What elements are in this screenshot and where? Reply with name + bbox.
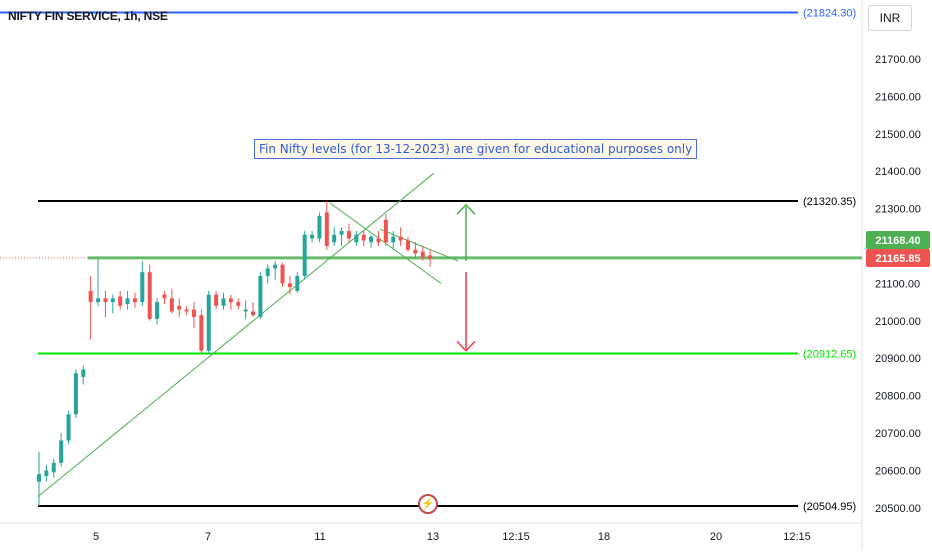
chart-annotation[interactable]: Fin Nifty levels (for 13-12-2023) are gi… xyxy=(254,139,698,159)
candle-body xyxy=(406,240,410,250)
candle-body xyxy=(324,212,329,246)
channel-lower-line xyxy=(379,228,459,262)
up-arrow-head xyxy=(456,203,476,215)
candle-body xyxy=(317,216,322,239)
candle-body xyxy=(251,311,256,316)
candle-body xyxy=(118,296,123,306)
candle-body xyxy=(184,309,189,312)
candle-body xyxy=(295,275,300,291)
y-tick-label: 20500.00 xyxy=(875,503,921,515)
candle-body xyxy=(51,462,56,473)
candle-body xyxy=(236,302,241,306)
candle-body xyxy=(214,294,219,306)
x-tick-label: 13 xyxy=(427,531,439,543)
candle-body xyxy=(155,302,160,319)
candle-body xyxy=(243,309,248,312)
candle-body xyxy=(413,249,418,254)
y-tick-label: 21500.00 xyxy=(875,129,921,141)
candle-body xyxy=(88,290,93,303)
x-tick-label: 20 xyxy=(710,531,722,543)
candle-body xyxy=(346,231,351,239)
candle-body xyxy=(206,294,211,351)
candle-body xyxy=(132,298,137,303)
candle-body xyxy=(221,298,226,306)
candle-body xyxy=(383,219,388,243)
candle-body xyxy=(73,373,78,415)
y-tick-label: 21100.00 xyxy=(875,278,920,290)
currency-selector[interactable]: INR xyxy=(868,5,912,31)
rising-trendline xyxy=(37,172,435,497)
bottom-level-label: (20504.95) xyxy=(803,501,856,513)
price-tag-box xyxy=(866,231,930,249)
resistance-label: (21320.35) xyxy=(803,196,856,208)
candle-body xyxy=(66,414,71,441)
x-tick-label: 12:15 xyxy=(502,531,530,543)
candle-body xyxy=(280,264,285,284)
candle-body xyxy=(287,283,292,288)
candle-body xyxy=(265,268,270,276)
y-tick-label: 20600.00 xyxy=(875,465,921,477)
candle-body xyxy=(228,298,233,303)
candle-body xyxy=(361,234,366,241)
candle-body xyxy=(177,305,182,310)
y-tick-label: 21700.00 xyxy=(875,54,921,66)
price-tag-label: 21168.40 xyxy=(875,235,920,247)
candle-body xyxy=(273,264,278,269)
candle-body xyxy=(332,234,337,243)
y-tick-label: 20900.00 xyxy=(875,353,921,365)
y-tick-label: 21300.00 xyxy=(875,204,921,216)
symbol-title: NIFTY FIN SERVICE, 1h, NSE xyxy=(8,9,168,23)
y-tick-label: 21600.00 xyxy=(875,91,921,103)
x-tick-label: 18 xyxy=(598,531,610,543)
price-tag-box xyxy=(866,249,930,267)
x-tick-label: 11 xyxy=(314,531,325,543)
candle-body xyxy=(339,231,344,235)
y-tick-label: 20700.00 xyxy=(875,428,921,440)
candle-body xyxy=(44,470,49,477)
candle-body xyxy=(96,298,101,303)
candle-body xyxy=(428,255,433,259)
candle-body xyxy=(59,440,64,463)
candle-body xyxy=(147,272,152,319)
down-arrow-head xyxy=(456,340,476,352)
candle-body xyxy=(81,369,86,377)
candle-body xyxy=(125,298,130,304)
candle-body xyxy=(310,234,315,239)
flash-icon[interactable]: ⚡ xyxy=(418,494,438,514)
candle-body xyxy=(103,298,108,303)
price-tag-label: 21165.85 xyxy=(875,253,920,265)
x-tick-label: 12:15 xyxy=(783,531,811,543)
support-label: (20912.65) xyxy=(803,348,856,360)
candle-body xyxy=(140,272,145,303)
candle-body xyxy=(391,236,396,243)
candle-body xyxy=(369,236,374,243)
y-tick-label: 20800.00 xyxy=(875,391,921,403)
candle-body xyxy=(398,236,403,241)
candle-body xyxy=(199,315,204,351)
candle-body xyxy=(302,234,307,276)
candle-body xyxy=(354,234,359,243)
x-tick-label: 7 xyxy=(205,531,211,543)
candle-body xyxy=(37,474,41,482)
y-tick-label: 21000.00 xyxy=(875,316,921,328)
candle-body xyxy=(162,294,167,299)
y-tick-label: 21400.00 xyxy=(875,166,921,178)
x-tick-label: 5 xyxy=(93,531,99,543)
top-level-label: (21824.30) xyxy=(803,8,856,20)
candle-body xyxy=(169,298,174,312)
candle-body xyxy=(110,298,115,303)
candle-body xyxy=(376,238,381,243)
candle-body xyxy=(258,275,263,318)
candle-body xyxy=(420,251,425,258)
candle-body xyxy=(191,309,196,318)
